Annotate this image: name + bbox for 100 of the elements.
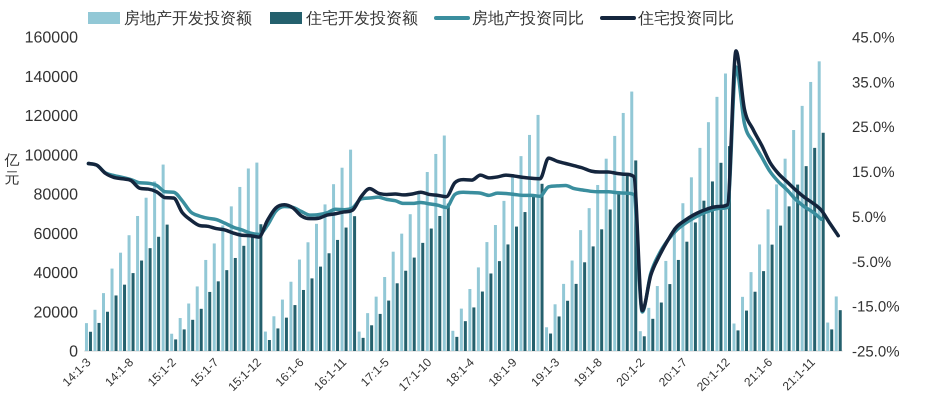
bar — [685, 242, 688, 351]
bar — [353, 216, 356, 351]
bar — [426, 172, 429, 351]
bar — [710, 181, 714, 351]
bar — [472, 307, 476, 351]
bar — [102, 293, 105, 351]
bar — [800, 106, 804, 351]
bar — [370, 325, 374, 351]
bar — [344, 228, 348, 351]
bar — [276, 328, 280, 351]
bar — [656, 286, 659, 351]
bar — [289, 282, 292, 351]
bar — [626, 175, 629, 351]
bar — [408, 214, 412, 351]
bar — [570, 260, 574, 351]
bar — [162, 164, 165, 351]
y-tick-label: 140000 — [24, 68, 78, 86]
bar — [506, 244, 510, 351]
bar — [592, 246, 595, 351]
bar — [417, 192, 420, 351]
bar — [523, 212, 526, 351]
bar — [775, 184, 778, 351]
bar — [319, 266, 322, 351]
y2-tick-label: -5.0% — [852, 254, 892, 271]
bar — [421, 242, 424, 351]
bar — [293, 305, 296, 351]
bar — [144, 198, 148, 351]
bar — [796, 184, 800, 351]
bar — [724, 74, 727, 351]
bar — [754, 292, 757, 351]
bar — [383, 277, 386, 351]
bar — [540, 184, 544, 351]
legend-label: 房地产开发投资额 — [124, 10, 252, 28]
bar — [758, 244, 762, 351]
bar — [451, 330, 454, 351]
bar — [494, 225, 497, 351]
y2-tick-label: 45.0% — [852, 30, 895, 46]
bar — [660, 302, 663, 351]
bar — [166, 224, 169, 351]
bar — [750, 272, 753, 351]
bar — [498, 261, 501, 351]
bar — [128, 235, 131, 351]
y-tick-label: 40000 — [34, 265, 78, 282]
bar — [157, 236, 160, 351]
bar — [668, 284, 672, 351]
bar — [196, 286, 199, 351]
bar — [366, 313, 370, 351]
y2-tick-label: -15.0% — [852, 298, 900, 316]
bar — [182, 329, 186, 351]
bar — [642, 336, 646, 351]
bar — [302, 290, 305, 351]
bar — [784, 158, 787, 351]
bar — [221, 225, 224, 351]
bar — [519, 156, 522, 351]
bar — [562, 284, 566, 351]
bar — [830, 329, 834, 351]
bar — [732, 324, 736, 351]
bar — [549, 334, 552, 351]
bar — [208, 292, 212, 351]
bar — [690, 177, 693, 351]
bar — [242, 246, 246, 351]
y2-tick-label: -25.0% — [852, 344, 900, 360]
bar — [178, 318, 182, 351]
y-tick-label: 80000 — [34, 186, 78, 204]
bar — [736, 330, 740, 351]
bar — [340, 168, 344, 351]
y-tick-label: 100000 — [24, 147, 78, 164]
bar — [153, 181, 156, 351]
bar — [170, 334, 174, 351]
bar — [468, 288, 472, 351]
legend-label: 住宅投资同比 — [637, 10, 734, 28]
bar — [826, 322, 830, 351]
bar — [502, 200, 506, 351]
bar — [818, 61, 821, 351]
bar — [430, 228, 433, 351]
bar — [480, 292, 484, 351]
bar — [310, 278, 314, 351]
bar — [392, 252, 395, 351]
bar — [332, 184, 336, 351]
bar — [719, 162, 722, 351]
bar — [132, 273, 135, 351]
bar — [579, 230, 582, 351]
bar — [259, 224, 262, 351]
bar — [464, 321, 467, 351]
bar — [676, 260, 680, 351]
y2-tick-label: 15.0% — [852, 164, 895, 182]
bar — [574, 284, 578, 351]
bar — [412, 258, 416, 351]
y-tick-label: 60000 — [34, 226, 78, 243]
bar — [485, 242, 488, 351]
bar — [97, 322, 100, 351]
bar — [476, 267, 480, 351]
bar — [400, 234, 404, 351]
bar — [284, 318, 288, 351]
bar — [442, 136, 446, 351]
bar — [255, 162, 258, 351]
bar — [822, 132, 825, 351]
bar — [694, 222, 697, 351]
bar — [588, 208, 591, 351]
bar — [613, 136, 616, 351]
